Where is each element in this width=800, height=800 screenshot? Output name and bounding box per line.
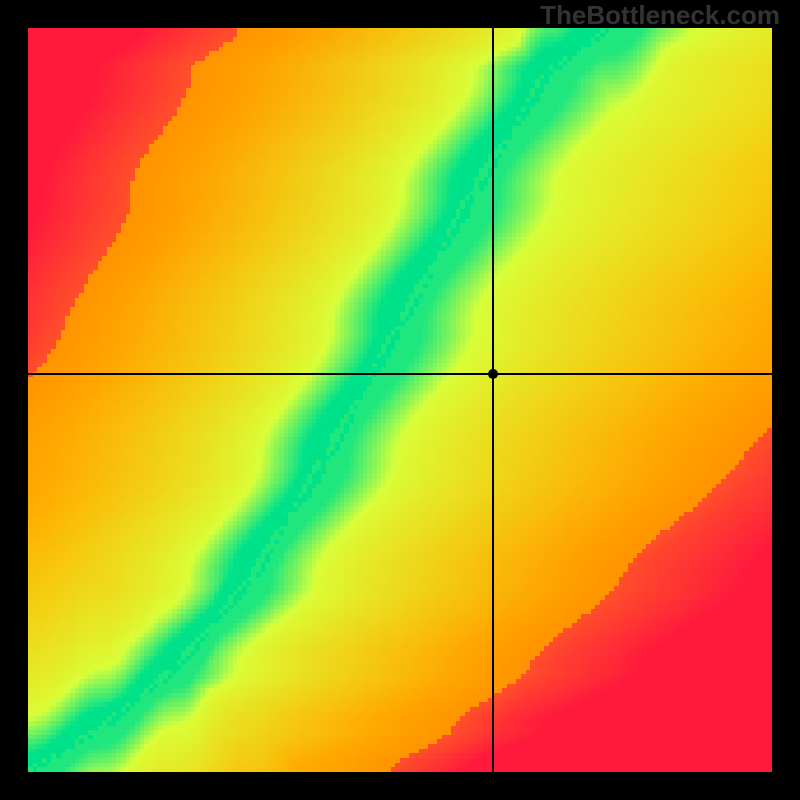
chart-container: TheBottleneck.com: [0, 0, 800, 800]
bottleneck-heatmap: [0, 0, 800, 800]
watermark-text: TheBottleneck.com: [540, 0, 780, 31]
